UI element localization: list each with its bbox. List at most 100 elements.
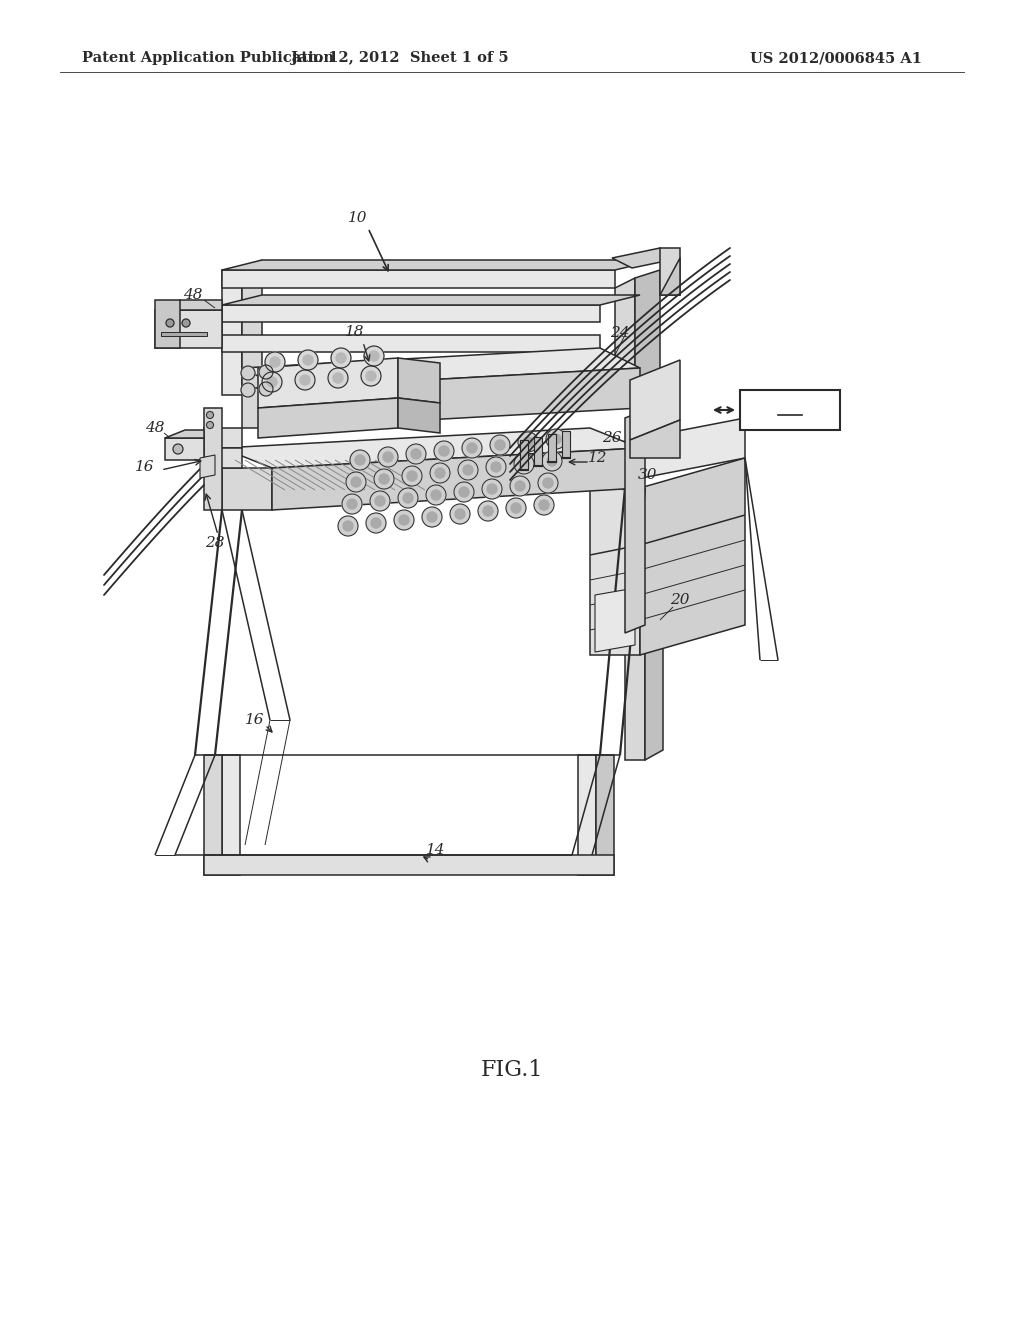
Circle shape bbox=[519, 459, 529, 469]
Circle shape bbox=[403, 492, 413, 503]
Circle shape bbox=[336, 352, 346, 363]
Circle shape bbox=[241, 366, 255, 380]
Circle shape bbox=[454, 482, 474, 502]
Circle shape bbox=[547, 455, 557, 466]
Polygon shape bbox=[534, 437, 542, 466]
Circle shape bbox=[483, 506, 493, 516]
Circle shape bbox=[379, 474, 389, 484]
Circle shape bbox=[411, 449, 421, 459]
Polygon shape bbox=[625, 579, 645, 760]
Polygon shape bbox=[222, 271, 615, 288]
Circle shape bbox=[398, 488, 418, 508]
Circle shape bbox=[375, 496, 385, 506]
Circle shape bbox=[495, 440, 505, 450]
Circle shape bbox=[328, 368, 348, 388]
Circle shape bbox=[343, 521, 353, 531]
Polygon shape bbox=[590, 418, 745, 488]
Circle shape bbox=[455, 510, 465, 519]
Circle shape bbox=[543, 478, 553, 488]
Bar bbox=[740, 389, 840, 430]
Circle shape bbox=[551, 434, 561, 444]
Text: Patent Application Publication: Patent Application Publication bbox=[82, 51, 334, 65]
Polygon shape bbox=[640, 458, 745, 655]
Circle shape bbox=[166, 319, 174, 327]
Circle shape bbox=[435, 469, 445, 478]
Polygon shape bbox=[165, 438, 204, 459]
Polygon shape bbox=[222, 469, 272, 510]
Circle shape bbox=[369, 351, 379, 360]
Circle shape bbox=[439, 446, 449, 455]
Polygon shape bbox=[200, 455, 215, 478]
Circle shape bbox=[422, 507, 442, 527]
Polygon shape bbox=[660, 257, 680, 294]
Circle shape bbox=[182, 319, 190, 327]
Text: 30: 30 bbox=[638, 469, 657, 482]
Circle shape bbox=[538, 473, 558, 492]
Polygon shape bbox=[590, 488, 640, 655]
Circle shape bbox=[361, 366, 381, 385]
Circle shape bbox=[427, 512, 437, 521]
Circle shape bbox=[434, 441, 454, 461]
Polygon shape bbox=[222, 294, 640, 305]
Polygon shape bbox=[155, 300, 222, 310]
Polygon shape bbox=[242, 348, 640, 388]
Polygon shape bbox=[645, 570, 663, 760]
Circle shape bbox=[515, 480, 525, 491]
Circle shape bbox=[338, 516, 358, 536]
Circle shape bbox=[331, 348, 351, 368]
Polygon shape bbox=[520, 440, 528, 470]
Circle shape bbox=[207, 421, 213, 429]
Circle shape bbox=[262, 372, 282, 392]
Circle shape bbox=[426, 484, 446, 506]
Circle shape bbox=[506, 498, 526, 517]
Text: 16: 16 bbox=[246, 713, 265, 727]
Polygon shape bbox=[222, 271, 242, 395]
Polygon shape bbox=[204, 755, 222, 875]
Text: 10: 10 bbox=[348, 211, 368, 224]
Circle shape bbox=[546, 429, 566, 449]
Circle shape bbox=[300, 375, 310, 385]
Circle shape bbox=[383, 451, 393, 462]
Polygon shape bbox=[625, 411, 645, 634]
Circle shape bbox=[539, 500, 549, 510]
Text: 48: 48 bbox=[183, 288, 203, 302]
Polygon shape bbox=[548, 434, 556, 462]
Text: 14: 14 bbox=[426, 843, 445, 857]
Circle shape bbox=[265, 352, 285, 372]
Circle shape bbox=[378, 447, 398, 467]
Polygon shape bbox=[161, 333, 207, 337]
Circle shape bbox=[399, 515, 409, 525]
Polygon shape bbox=[398, 358, 440, 403]
Circle shape bbox=[490, 436, 510, 455]
Circle shape bbox=[346, 473, 366, 492]
Circle shape bbox=[463, 465, 473, 475]
Circle shape bbox=[482, 479, 502, 499]
Polygon shape bbox=[242, 388, 282, 428]
Polygon shape bbox=[635, 271, 660, 395]
Circle shape bbox=[342, 494, 362, 513]
Polygon shape bbox=[204, 855, 614, 875]
Circle shape bbox=[462, 438, 482, 458]
Polygon shape bbox=[562, 432, 570, 458]
Circle shape bbox=[366, 371, 376, 381]
Circle shape bbox=[207, 412, 213, 418]
Circle shape bbox=[259, 366, 273, 379]
Circle shape bbox=[259, 381, 273, 396]
Circle shape bbox=[450, 504, 470, 524]
Circle shape bbox=[459, 487, 469, 498]
Circle shape bbox=[518, 432, 538, 451]
Polygon shape bbox=[578, 755, 596, 875]
Polygon shape bbox=[630, 360, 680, 440]
Circle shape bbox=[355, 455, 365, 465]
Circle shape bbox=[523, 437, 534, 447]
Polygon shape bbox=[282, 368, 640, 428]
Circle shape bbox=[364, 346, 384, 366]
Polygon shape bbox=[258, 358, 398, 408]
Circle shape bbox=[511, 503, 521, 513]
Circle shape bbox=[407, 471, 417, 480]
Circle shape bbox=[542, 451, 562, 471]
Text: 22: 22 bbox=[778, 401, 802, 418]
Circle shape bbox=[467, 444, 477, 453]
Polygon shape bbox=[630, 420, 680, 458]
Circle shape bbox=[510, 477, 530, 496]
